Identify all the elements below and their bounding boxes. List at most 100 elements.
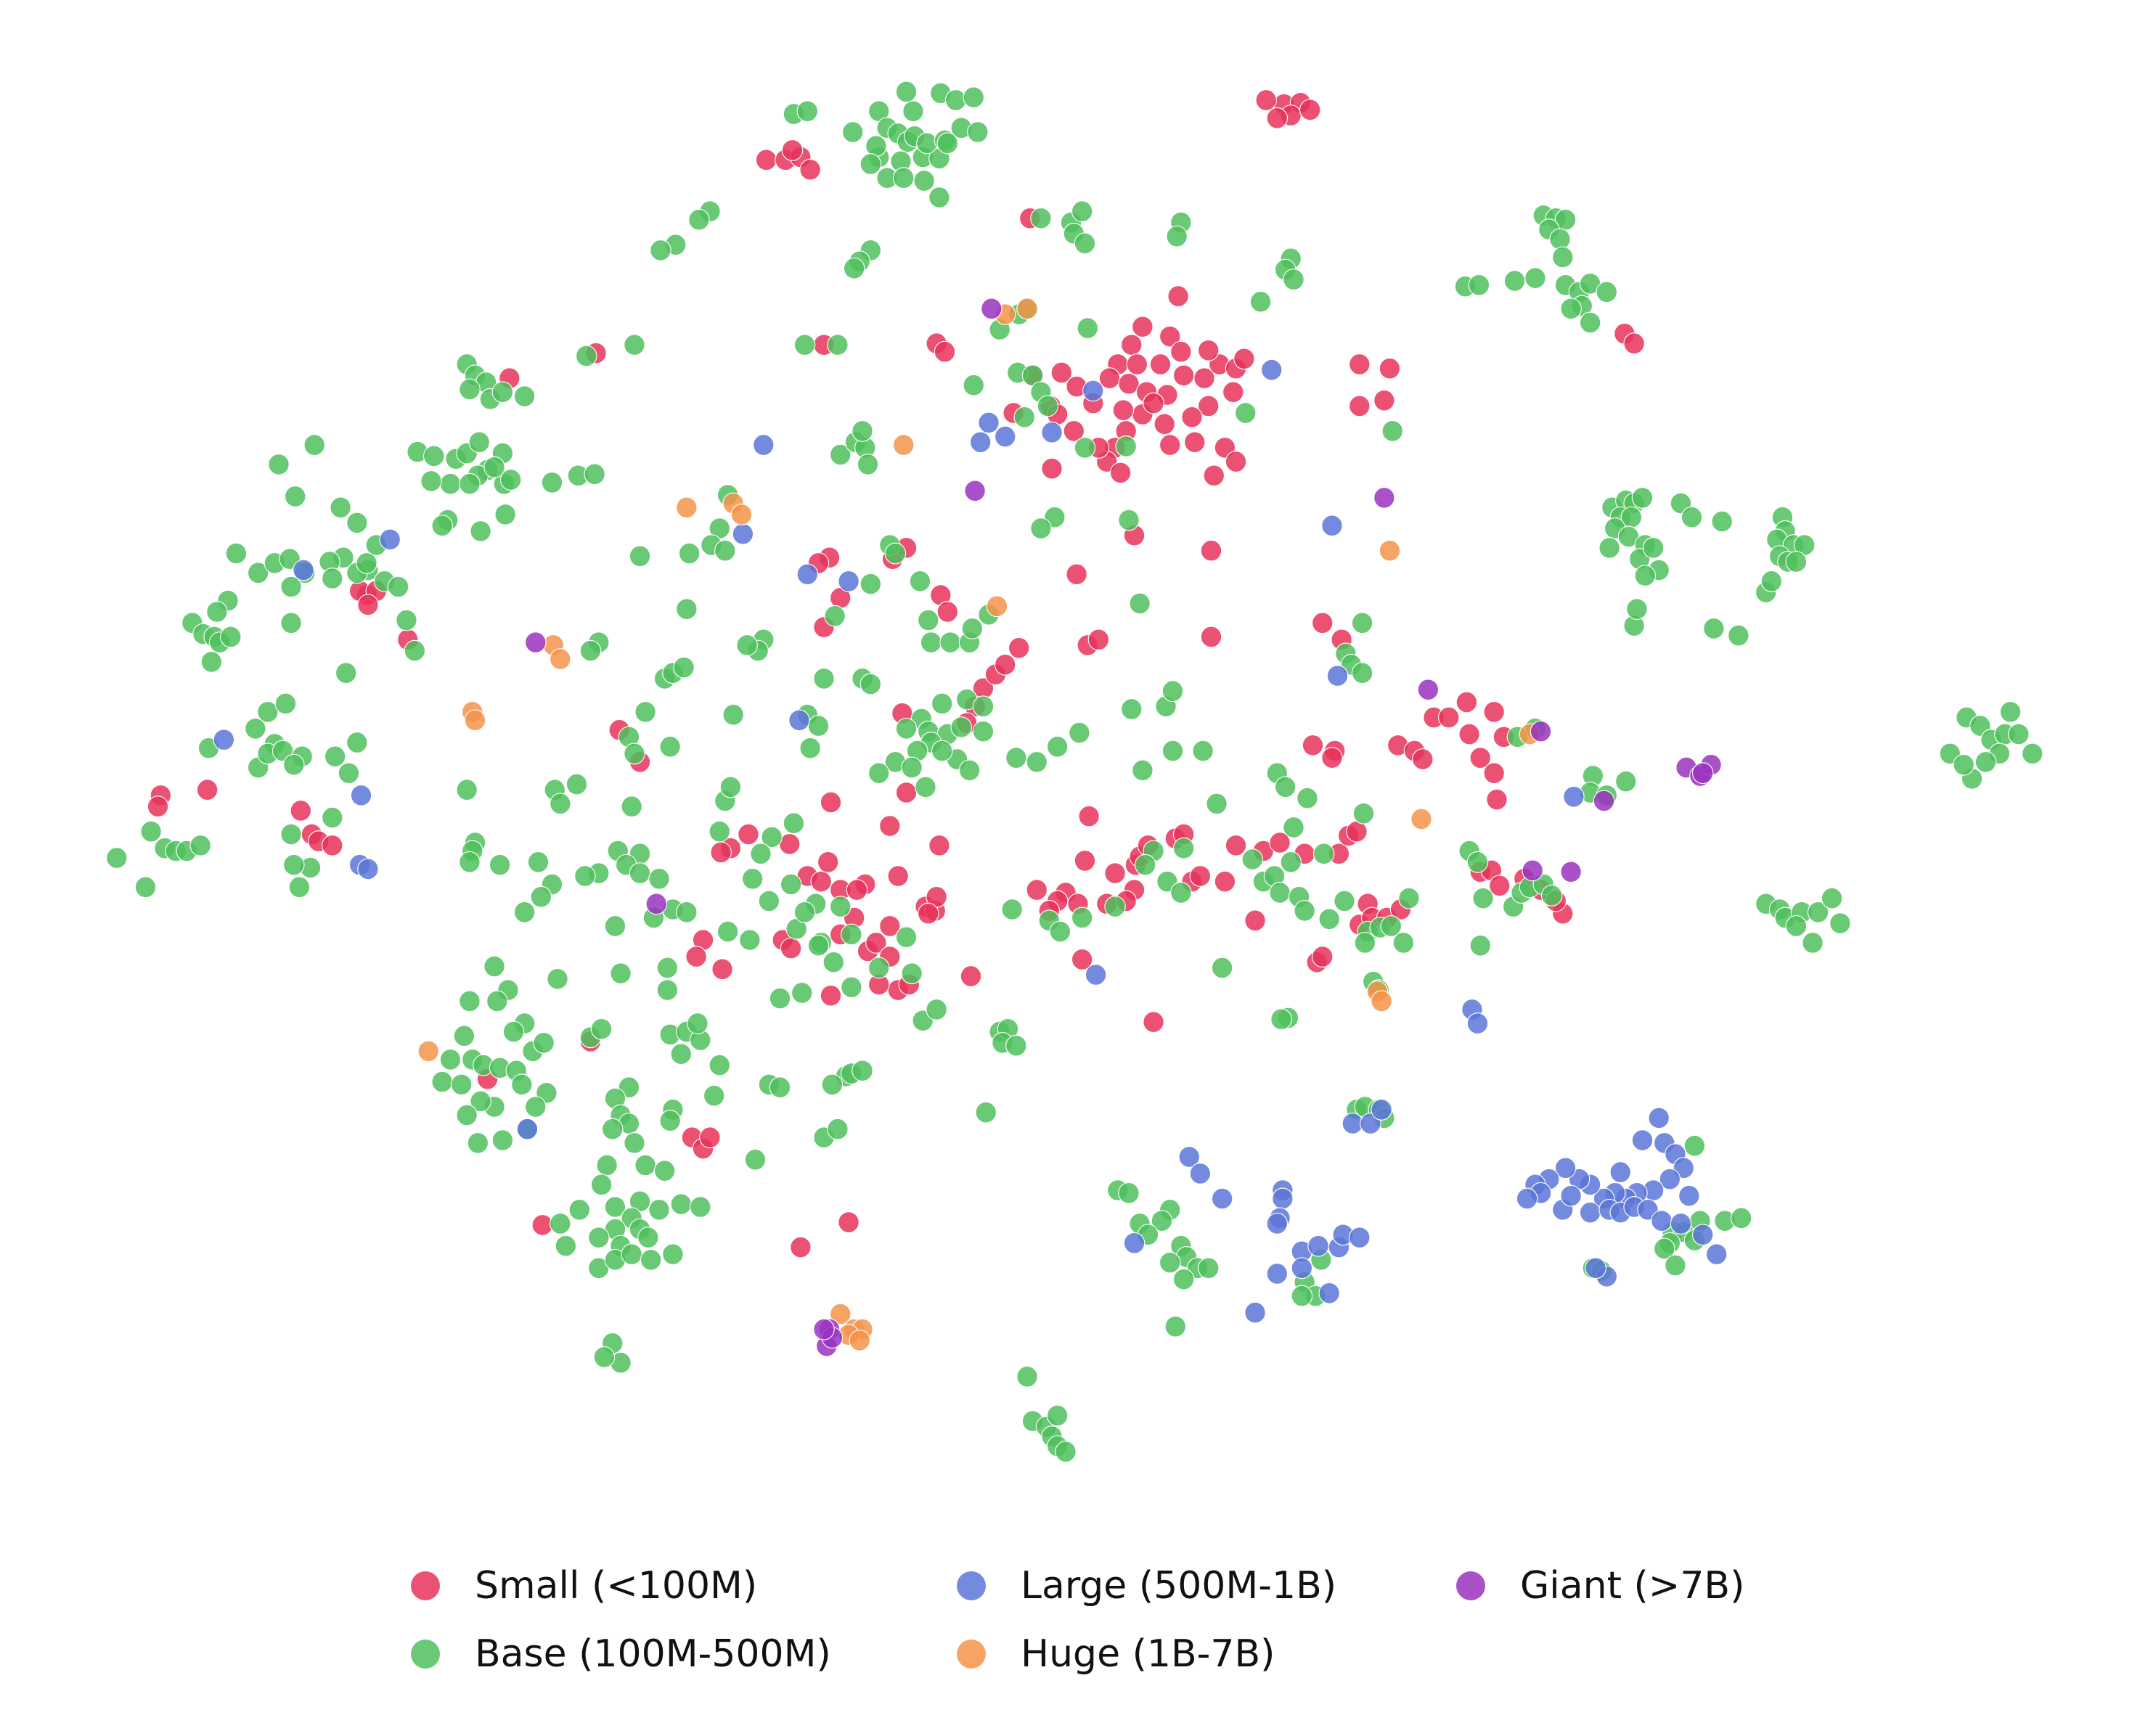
data-point-small: [1483, 762, 1505, 785]
data-point-base: [829, 896, 852, 918]
data-point-large: [969, 431, 992, 454]
data-point-base: [1999, 700, 2022, 723]
data-point-huge: [550, 648, 571, 671]
data-point-small: [879, 815, 901, 837]
data-point-small: [685, 946, 707, 968]
data-point-base: [963, 86, 984, 109]
data-point-small: [755, 149, 777, 171]
legend-marker-base: [411, 1640, 440, 1669]
data-point-base: [459, 990, 481, 1012]
data-point-base: [1392, 932, 1415, 954]
data-point-base: [1294, 899, 1315, 922]
data-point-base: [687, 1012, 709, 1035]
legend-marker-small: [411, 1571, 440, 1600]
data-point-base: [621, 795, 642, 818]
data-point-small: [918, 902, 939, 925]
data-point-large: [1648, 1107, 1670, 1129]
data-point-base: [916, 132, 938, 155]
data-point-small: [1193, 367, 1215, 390]
data-point-small: [322, 834, 343, 856]
data-point-base: [2008, 723, 2030, 745]
data-point-base: [662, 1243, 684, 1266]
data-point-small: [1041, 457, 1063, 480]
data-point-small: [780, 937, 802, 959]
data-point-base: [257, 700, 279, 723]
data-point-large: [1349, 1227, 1371, 1249]
data-point-base: [604, 1196, 626, 1218]
data-point-small: [817, 851, 839, 873]
data-point-base: [1785, 551, 1808, 573]
data-point-base: [491, 1129, 514, 1151]
data-point-base: [653, 1160, 676, 1182]
data-point-base: [280, 612, 302, 634]
data-point-base: [716, 920, 739, 943]
data-point-base: [1598, 536, 1620, 559]
data-point-large: [1260, 359, 1283, 381]
data-point-base: [1703, 618, 1725, 639]
legend-label-huge: Huge (1B-7B): [1021, 1632, 1275, 1676]
data-point-base: [736, 634, 758, 656]
data-point-base: [972, 695, 995, 718]
data-point-base: [1524, 267, 1546, 290]
data-point-base: [857, 453, 879, 475]
data-point-base: [1049, 920, 1071, 943]
data-point-large: [1291, 1257, 1313, 1280]
data-point-small: [1299, 99, 1321, 121]
data-point-small: [699, 1126, 721, 1149]
data-point-base: [1626, 598, 1648, 621]
data-point-small: [1489, 875, 1511, 897]
data-point-base: [470, 1090, 491, 1113]
data-point-base: [1681, 506, 1703, 528]
data-point-small: [1149, 353, 1172, 375]
data-point-base: [799, 737, 821, 759]
data-point-base: [206, 601, 228, 623]
data-point-base: [841, 976, 862, 999]
data-point-huge: [1379, 539, 1401, 562]
data-point-small: [1225, 834, 1247, 856]
data-point-base: [629, 862, 651, 885]
data-point-small: [887, 865, 909, 887]
data-point-small: [1311, 946, 1334, 968]
data-point-giant: [1560, 861, 1582, 883]
data-point-base: [841, 923, 862, 946]
data-point-small: [1349, 395, 1371, 417]
data-point-small: [928, 834, 950, 856]
data-point-base: [467, 1131, 489, 1154]
data-point-large: [1244, 1301, 1266, 1324]
data-point-base: [843, 257, 865, 279]
data-point-small: [1159, 325, 1181, 348]
data-point-base: [1283, 817, 1304, 838]
data-point-small: [1200, 626, 1222, 648]
data-point-huge: [730, 503, 753, 525]
data-point-large: [516, 1118, 539, 1140]
data-point-base: [322, 568, 343, 589]
data-point-giant: [525, 631, 547, 654]
data-point-base: [1030, 517, 1052, 539]
data-point-giant: [1522, 859, 1543, 882]
series-giant: [525, 298, 1722, 1357]
data-point-base: [1241, 848, 1264, 870]
data-point-small: [1172, 364, 1195, 387]
data-point-large: [1082, 380, 1104, 402]
data-point-small: [1269, 832, 1291, 854]
data-point-base: [574, 865, 596, 887]
data-point-small: [1189, 865, 1212, 887]
data-point-large: [796, 563, 819, 586]
data-point-small: [711, 958, 733, 981]
data-point-large: [1560, 1184, 1582, 1207]
data-point-base: [867, 957, 890, 979]
data-point-small: [934, 340, 956, 363]
legend-marker-large: [957, 1571, 986, 1600]
data-point-base: [1318, 908, 1340, 930]
data-point-base: [1249, 290, 1272, 313]
data-point-base: [1005, 1034, 1027, 1057]
data-point-base: [1802, 932, 1824, 954]
data-point-base: [1074, 436, 1096, 459]
data-point-base: [676, 901, 698, 923]
data-point-base: [895, 81, 918, 103]
data-point-huge: [1410, 808, 1432, 830]
data-point-base: [220, 626, 242, 648]
data-point-base: [936, 132, 959, 155]
data-point-large: [1678, 1184, 1700, 1207]
